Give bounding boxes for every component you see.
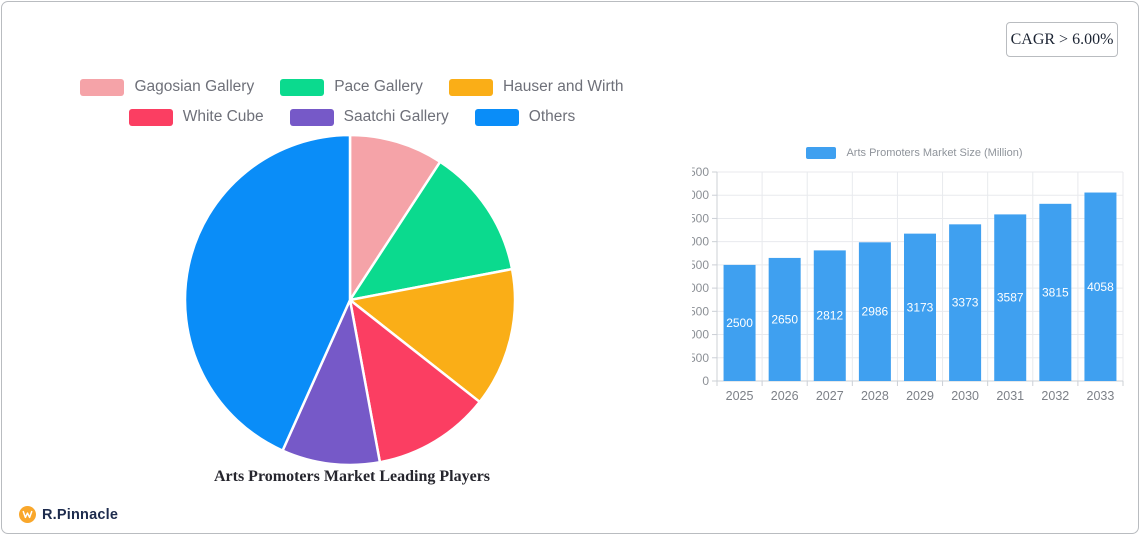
bar-value-label: 2500 [726,316,753,330]
legend-label: Pace Gallery [334,78,423,95]
y-axis-label: 1000 [692,328,709,342]
bar-2027[interactable] [813,250,846,381]
pie-chart [183,133,517,467]
legend-item-hauser-and-wirth[interactable]: Hauser and Wirth [448,78,624,96]
pie-slice-gagosian-gallery[interactable] [348,133,442,302]
y-axis-label: 500 [692,351,709,365]
y-axis-label: 2500 [692,258,709,272]
bar-chart-panel: Arts Promoters Market Size (Million) 0 50… [692,145,1137,410]
pie-legend-row: Gagosian Gallery Pace Gallery Hauser and W… [42,78,662,96]
legend-label: Gagosian Gallery [134,78,255,95]
y-axis-label: 4500 [692,165,709,179]
bar-2031[interactable] [994,214,1027,381]
bar-value-label: 3587 [997,291,1024,305]
bar-value-label: 3373 [952,296,979,310]
legend-swatch-saatchi-gallery [289,108,334,126]
pie-slice-saatchi-gallery[interactable] [281,298,382,467]
bar-2028[interactable] [858,242,891,381]
bar-legend-swatch [806,147,837,159]
x-axis-label: 2033 [1087,389,1115,403]
pie-chart-title: Arts Promoters Market Leading Players [213,468,491,485]
y-axis-label: 4000 [692,188,709,202]
bar-value-label: 3815 [1042,285,1069,299]
pie-slice-white-cube[interactable] [348,298,481,464]
cagr-label: CAGR > 6.00% [1010,30,1114,48]
x-axis-label: 2030 [951,389,979,403]
legend-item-pace-gallery[interactable]: Pace Gallery [280,78,423,96]
bar-value-label: 3173 [907,300,934,314]
x-axis-label: 2026 [771,389,799,403]
bar-2025[interactable] [723,264,756,381]
brand-name: R.Pinnacle [42,506,119,523]
x-axis-label: 2027 [816,389,844,403]
bar-legend[interactable]: Arts Promoters Market Size (Million) [692,147,1137,159]
legend-label: Others [528,108,576,125]
bar-2030[interactable] [949,224,982,381]
x-axis-label: 2025 [726,389,754,403]
bar-value-label: 4058 [1087,280,1114,294]
legend-swatch-hauser-and-wirth [448,78,493,96]
y-axis-label: 1500 [692,304,709,318]
legend-swatch-white-cube [128,108,173,126]
legend-item-white-cube[interactable]: White Cube [128,108,264,126]
bar-legend-label: Arts Promoters Market Size (Million) [846,147,1023,159]
bar-value-label: 2650 [771,312,798,326]
legend-item-gagosian-gallery[interactable]: Gagosian Gallery [80,78,254,96]
pie-slice-others[interactable] [183,133,352,452]
pie-legend: Gagosian Gallery Pace Gallery Hauser and W… [42,78,662,126]
y-axis-label: 2000 [692,281,709,295]
pie-legend-row: White Cube Saatchi Gallery Others [42,108,662,126]
cagr-badge: CAGR > 6.00% [1006,22,1118,57]
legend-label: Saatchi Gallery [343,108,449,125]
brand-logo-icon [19,506,36,523]
legend-swatch-gagosian-gallery [80,78,125,96]
legend-swatch-others [474,108,519,126]
x-axis-label: 2031 [996,389,1024,403]
legend-item-others[interactable]: Others [474,108,576,126]
y-axis-label: 3500 [692,211,709,225]
legend-swatch-pace-gallery [280,78,325,96]
legend-label: White Cube [182,108,264,125]
pie-slice-hauser-and-wirth[interactable] [348,267,517,404]
bar-chart: 0 500 1000 1500 2000 2500 3000 3500 4000 4500 2500… [692,165,1124,403]
bar-2032[interactable] [1039,203,1072,381]
bar-2026[interactable] [768,257,801,381]
legend-item-saatchi-gallery[interactable]: Saatchi Gallery [289,108,449,126]
bar-2033[interactable] [1084,192,1117,381]
legend-label: Hauser and Wirth [502,78,624,95]
x-axis-label: 2029 [906,389,934,403]
bar-value-label: 2812 [816,309,843,323]
bar-2029[interactable] [904,233,936,381]
x-axis-label: 2028 [861,389,889,403]
brand-logo: R.Pinnacle [19,506,118,523]
y-axis-label: 0 [702,374,709,388]
bar-value-label: 2986 [862,305,889,319]
x-axis-label: 2032 [1041,389,1069,403]
y-axis-label: 3000 [692,235,709,249]
pie-slice-pace-gallery[interactable] [348,160,514,302]
